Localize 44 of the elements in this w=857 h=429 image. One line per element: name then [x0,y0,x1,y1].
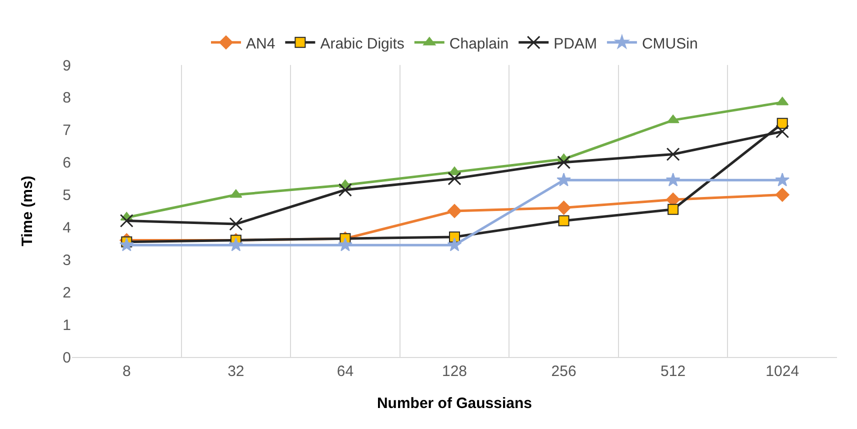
point [776,118,788,129]
y-tick-label: 7 [62,122,71,140]
point [229,217,243,231]
legend-label: Arabic Digits [320,35,404,52]
x-tick-label: 512 [660,363,686,380]
point [338,183,352,197]
y-tick-label: 2 [62,284,71,302]
legend-label: CMUSin [642,35,698,52]
point [119,238,134,252]
point [775,188,790,202]
point [338,238,352,252]
x-tick-label: 128 [442,363,468,380]
point [557,156,571,170]
point [556,200,571,215]
legend-label: Chaplain [449,35,509,52]
legend-label: PDAM [554,35,597,52]
y-tick-label: 3 [62,252,71,269]
point [228,238,244,252]
x-tick-label: 64 [336,363,354,380]
y-axis-title: Time (ms) [19,176,36,246]
point [775,172,790,186]
y-tick-label: 6 [62,154,71,172]
point [556,172,571,186]
point [558,215,570,226]
x-axis-title: Number of Gaussians [376,395,532,412]
y-tick-label: 8 [62,90,71,107]
point [448,204,462,218]
point [120,214,134,228]
point [448,172,462,186]
point [668,204,679,215]
x-tick-label: 1024 [766,363,800,380]
y-tick-label: 4 [62,219,71,236]
legend-label: AN4 [246,35,276,52]
point [666,172,680,186]
point [666,147,680,161]
x-tick-label: 256 [551,363,576,380]
x-tick-label: 32 [228,363,244,380]
y-tick-label: 5 [62,187,71,204]
y-tick-label: 9 [62,57,71,74]
y-tick-label: 0 [62,349,71,366]
y-tick-label: 1 [62,316,71,334]
point [447,238,462,252]
x-tick-label: 8 [122,363,131,380]
point [776,124,790,138]
